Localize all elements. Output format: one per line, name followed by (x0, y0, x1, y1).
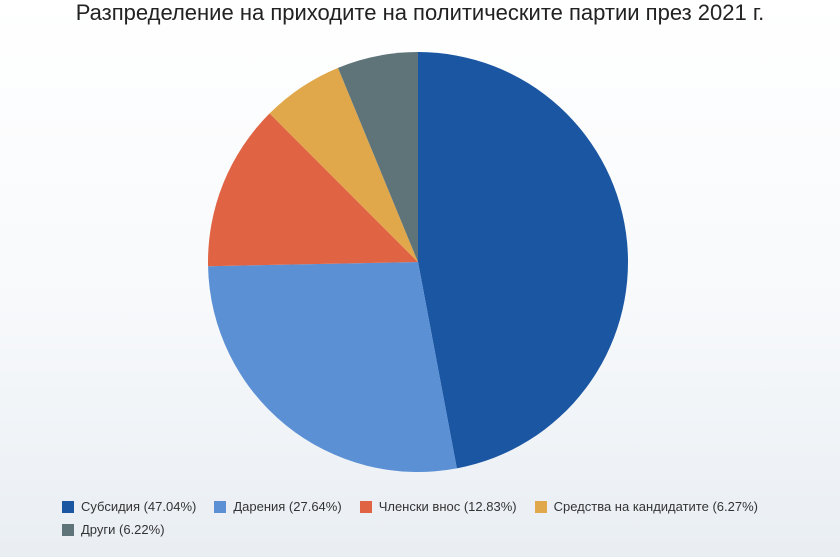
legend-label: Дарения (27.64%) (233, 499, 342, 514)
legend: Субсидия (47.04%) Дарения (27.64%) Членски… (62, 499, 802, 538)
pie-slice (208, 113, 418, 267)
legend-label: Средства на кандидатите (6.27%) (553, 499, 758, 514)
chart-title: Разпределение на приходите на политическ… (75, 0, 765, 25)
legend-label: Други (6.22%) (81, 522, 165, 537)
chart (208, 52, 629, 472)
legend-swatch (62, 524, 74, 536)
legend-swatch (214, 501, 227, 513)
legend-label: Субсидия (47.04%) (81, 499, 197, 514)
pie-slice (208, 262, 457, 472)
legend-item: Субсидия (47.04%) (62, 499, 196, 515)
pie-slice (269, 67, 418, 262)
legend-swatch (62, 501, 74, 513)
legend-swatch (534, 501, 547, 513)
legend-label: Членски внос (12.83%) (378, 499, 517, 514)
legend-item: Средства на кандидатите (6.27%) (534, 499, 758, 515)
legend-swatch (359, 501, 372, 513)
legend-item: Членски внос (12.83%) (359, 499, 517, 515)
legend-item: Други (6.22%) (62, 522, 165, 538)
pie-slice (338, 52, 418, 262)
pie-slice (418, 52, 629, 469)
legend-item: Дарения (27.64%) (214, 499, 342, 515)
